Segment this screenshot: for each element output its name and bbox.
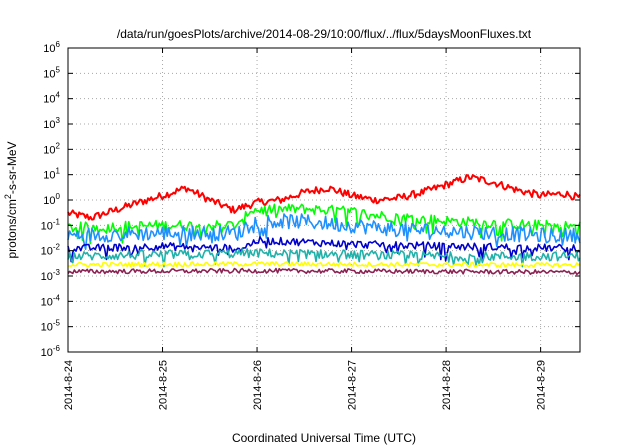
- series-line-7: [67, 267, 581, 276]
- y-axis: 10-6 10-5 10-4 10-3 10-2 10-1 100 101 102 103 104 1…: [41, 40, 580, 359]
- x-tick-label: 2014-8-28: [441, 360, 453, 410]
- series-line-2: [67, 203, 581, 245]
- y-tick-label: 10-5: [41, 319, 61, 334]
- y-tick-label: 104: [43, 91, 60, 106]
- series-line-5: [67, 248, 581, 268]
- y-tick-label: 10-6: [41, 344, 61, 359]
- y-tick-label: 103: [43, 116, 60, 131]
- series-line-6: [68, 261, 581, 269]
- y-tick-label: 106: [43, 40, 60, 55]
- y-tick-label: 102: [43, 141, 60, 156]
- y-axis-label-unit: protons/cm: [5, 199, 19, 258]
- x-axis-label: Coordinated Universal Time (UTC): [232, 431, 416, 445]
- y-axis-label: protons/cm2-s-sr-MeV: [3, 141, 19, 258]
- series-layer: [67, 174, 581, 276]
- y-axis-label-rest: -s-sr-MeV: [5, 141, 19, 194]
- chart-title: /data/run/goesPlots/archive/2014-08-29/1…: [117, 27, 532, 41]
- x-tick-label: 2014-8-27: [347, 360, 359, 410]
- y-axis-label-exponent: 2: [3, 194, 13, 199]
- y-tick-label: 105: [43, 65, 60, 80]
- x-tick-label: 2014-8-26: [252, 360, 264, 410]
- series-line-4: [67, 236, 581, 263]
- series-line-3: [67, 213, 581, 250]
- x-tick-label: 2014-8-29: [536, 360, 548, 410]
- x-axis: 2014-8-24 2014-8-25 2014-8-26 2014-8-27 2014…: [63, 48, 548, 410]
- x-tick-label: 2014-8-24: [63, 360, 75, 410]
- series-line-1: [67, 174, 581, 221]
- y-tick-label: 10-3: [41, 268, 61, 283]
- y-tick-label: 10-1: [41, 217, 61, 232]
- y-tick-label: 10-2: [41, 243, 61, 258]
- y-tick-label: 10-4: [41, 293, 61, 308]
- y-tick-label: 100: [43, 192, 60, 207]
- x-tick-label: 2014-8-25: [158, 360, 170, 410]
- y-tick-label: 101: [43, 167, 60, 182]
